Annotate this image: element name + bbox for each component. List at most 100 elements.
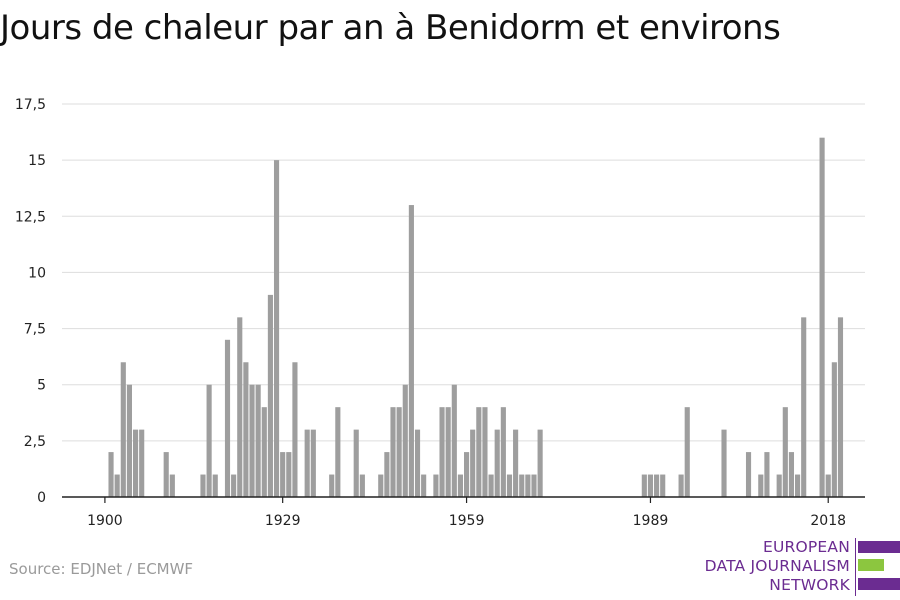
logo-line-2: DATA JOURNALISM	[704, 557, 850, 575]
y-tick-label: 12,5	[15, 209, 46, 225]
bar	[206, 384, 212, 497]
bar	[494, 429, 500, 497]
chart-title: Jours de chaleur par an à Benidorm et en…	[0, 8, 781, 48]
bar	[788, 452, 795, 497]
y-axis-ticks: 0 2,5 5 7,5 10 12,5 15 17,5	[15, 97, 46, 506]
bar	[304, 429, 310, 497]
bar	[414, 429, 421, 497]
bar	[758, 474, 764, 497]
bar	[488, 474, 494, 497]
bar	[764, 452, 770, 497]
bar	[654, 474, 660, 497]
bar	[378, 474, 384, 497]
bar	[163, 452, 169, 497]
bar	[500, 407, 506, 497]
y-tick-label: 17,5	[15, 97, 46, 113]
bar	[837, 317, 844, 497]
bar-chart: 1900 1929 1959 1989 2018 0 2,5 5 7,5 10 12,5 15 17,…	[15, 97, 865, 529]
bar	[470, 429, 476, 497]
bar	[329, 474, 335, 497]
bar	[684, 407, 690, 497]
bar	[776, 474, 782, 497]
x-tick-label: 1959	[449, 513, 485, 529]
bar	[678, 474, 684, 497]
y-tick-label: 5	[37, 378, 46, 394]
bar	[476, 407, 482, 497]
source-note: Source: EDJNet / ECMWF	[9, 560, 194, 578]
bar	[286, 452, 292, 497]
bar	[139, 429, 145, 497]
bar	[451, 384, 457, 497]
bar	[439, 407, 445, 497]
bar	[249, 384, 255, 497]
bar	[273, 160, 280, 497]
bar	[292, 362, 298, 497]
bar	[212, 474, 218, 497]
bar	[408, 205, 414, 498]
bar	[359, 474, 365, 497]
bar	[464, 452, 470, 497]
bar	[525, 474, 531, 497]
bar	[353, 429, 359, 497]
bar	[506, 474, 513, 497]
bar	[660, 474, 666, 497]
bar	[445, 407, 451, 497]
bar	[243, 362, 249, 497]
bar	[224, 339, 231, 497]
x-axis-ticks: 1900 1929 1959 1989 2018	[87, 497, 846, 529]
bar	[126, 384, 132, 497]
bar	[267, 294, 273, 497]
bar	[801, 317, 807, 497]
bars	[108, 137, 844, 498]
bar	[169, 474, 175, 497]
x-tick-label: 2018	[810, 513, 846, 529]
bar	[721, 429, 727, 497]
bar	[782, 407, 788, 497]
bar	[390, 407, 396, 497]
bar	[519, 474, 525, 497]
bar	[831, 362, 837, 497]
bar	[482, 407, 488, 497]
y-tick-label: 2,5	[24, 434, 46, 450]
bar	[335, 407, 341, 497]
y-tick-label: 10	[28, 265, 46, 281]
bar	[745, 452, 752, 497]
bar	[200, 474, 206, 497]
y-tick-label: 15	[28, 153, 46, 169]
bar	[280, 452, 286, 497]
logo-bar-green	[858, 559, 884, 571]
logo-bar-purple-top	[858, 541, 900, 553]
logo-bar-purple-bottom	[858, 578, 900, 590]
bar	[402, 384, 408, 497]
bar	[825, 474, 831, 497]
bar	[231, 474, 237, 497]
bar	[120, 362, 126, 497]
bar	[819, 137, 825, 497]
bar	[641, 474, 647, 497]
bar	[108, 452, 114, 497]
logo-line-1: EUROPEAN	[762, 538, 850, 556]
bar	[795, 474, 801, 497]
edjnet-logo: EUROPEAN DATA JOURNALISM NETWORK	[700, 538, 900, 596]
y-tick-label: 0	[37, 490, 46, 506]
logo-divider	[855, 538, 856, 596]
bar	[647, 474, 654, 497]
bar	[531, 474, 537, 497]
bar	[457, 474, 463, 497]
x-tick-label: 1989	[633, 513, 669, 529]
logo-line-3: NETWORK	[769, 576, 850, 594]
y-tick-label: 7,5	[24, 322, 46, 338]
bar	[421, 474, 427, 497]
bar	[132, 429, 139, 497]
bar	[396, 407, 402, 497]
bar	[255, 384, 261, 497]
bar	[384, 452, 390, 497]
bar	[237, 317, 243, 497]
x-tick-label: 1900	[87, 513, 123, 529]
bar	[310, 429, 316, 497]
bar	[114, 474, 120, 497]
bar	[433, 474, 439, 497]
bar	[537, 429, 543, 497]
gridlines	[62, 103, 865, 442]
x-tick-label: 1929	[265, 513, 301, 529]
